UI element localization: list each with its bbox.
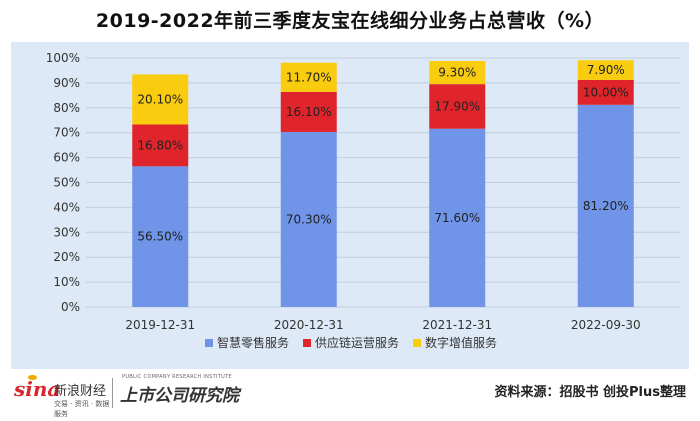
bar-segment [132, 74, 189, 125]
bar-segment [280, 91, 337, 132]
y-axis: 0% 10% 20% 30% 40% 50% 60% 70% 80% 90% 100% [46, 51, 80, 314]
data-label: 20.10% [137, 92, 183, 106]
y-tick-label: 40% [53, 200, 80, 214]
x-tick-label: 2020-12-31 [274, 318, 344, 332]
legend: 智慧零售服务 供应链运营服务 数字增值服务 [205, 335, 497, 350]
legend-label: 供应链运营服务 [315, 335, 399, 350]
bar-segment [429, 84, 486, 129]
research-institute-name: 上市公司研究院 [120, 386, 239, 406]
data-label: 16.10% [286, 105, 332, 119]
legend-label: 智慧零售服务 [217, 335, 289, 350]
bar-segment [132, 166, 189, 307]
stacked-bar-chart: 0% 10% 20% 30% 40% 50% 60% 70% 80% 90% 100% 56.50%… [46, 51, 680, 350]
plot-background [11, 42, 689, 369]
bar-segment [280, 62, 337, 92]
data-label: 70.30% [286, 212, 332, 226]
bar-segment [577, 79, 634, 105]
legend-swatch [303, 339, 312, 347]
footer-divider [112, 378, 113, 408]
research-institute-logo: PUBLIC COMPANY RESEARCH INSTITUTE 上市公司研究… [120, 371, 250, 415]
source-note: 资料来源：招股书 创投Plus整理 [494, 385, 686, 400]
data-label: 10.00% [583, 85, 629, 99]
x-axis: 2019-12-31 2020-12-31 2021-12-31 2022-09-30 [125, 318, 640, 332]
bar-segment [280, 131, 337, 307]
y-tick-label: 60% [53, 151, 80, 165]
bar-segment [577, 60, 634, 80]
y-tick-label: 0% [61, 300, 80, 314]
data-label: 11.70% [286, 70, 332, 84]
data-label: 9.30% [438, 66, 476, 80]
y-tick-label: 30% [53, 225, 80, 239]
sina-eye-icon [28, 375, 37, 380]
chart-title: 2019-2022年前三季度友宝在线细分业务占总营收（%） [95, 10, 605, 32]
sina-finance-name: 新浪财经 [54, 384, 107, 399]
research-tagline: PUBLIC COMPANY RESEARCH INSTITUTE [122, 374, 232, 380]
data-label: 17.90% [434, 99, 480, 113]
legend-swatch [413, 339, 422, 347]
y-tick-label: 20% [53, 250, 80, 264]
x-tick-label: 2021-12-31 [422, 318, 492, 332]
y-tick-label: 10% [53, 275, 80, 289]
legend-swatch [205, 339, 213, 347]
x-tick-label: 2019-12-31 [125, 318, 195, 332]
bar-segment [429, 128, 486, 307]
sina-finance-logo: sina 新浪财经 交易 · 资讯 · 数据 · 服务 [14, 375, 114, 418]
x-tick-label: 2022-09-30 [571, 318, 641, 332]
legend-label: 数字增值服务 [425, 335, 497, 350]
y-tick-label: 50% [53, 176, 80, 190]
data-label: 7.90% [587, 63, 625, 77]
sina-wordmark: sina [14, 377, 61, 401]
bar-segment [132, 124, 189, 167]
bars: 56.50% 16.80% 20.10% 70.30% 16.10% 11.70% 71.6… [132, 60, 634, 307]
bar-segment [577, 104, 634, 307]
y-tick-label: 90% [53, 76, 80, 90]
bar-segment [429, 60, 486, 85]
y-tick-label: 100% [46, 51, 80, 65]
footer: sina 新浪财经 交易 · 资讯 · 数据 · 服务 PUBLIC COMPA… [0, 369, 700, 421]
data-label: 81.20% [583, 199, 629, 213]
data-label: 56.50% [137, 230, 183, 244]
y-tick-label: 70% [53, 126, 80, 140]
sina-tagline: 交易 · 资讯 · 数据 · 服务 [54, 400, 114, 418]
data-label: 71.60% [434, 211, 480, 225]
y-tick-label: 80% [53, 101, 80, 115]
data-label: 16.80% [137, 138, 183, 152]
